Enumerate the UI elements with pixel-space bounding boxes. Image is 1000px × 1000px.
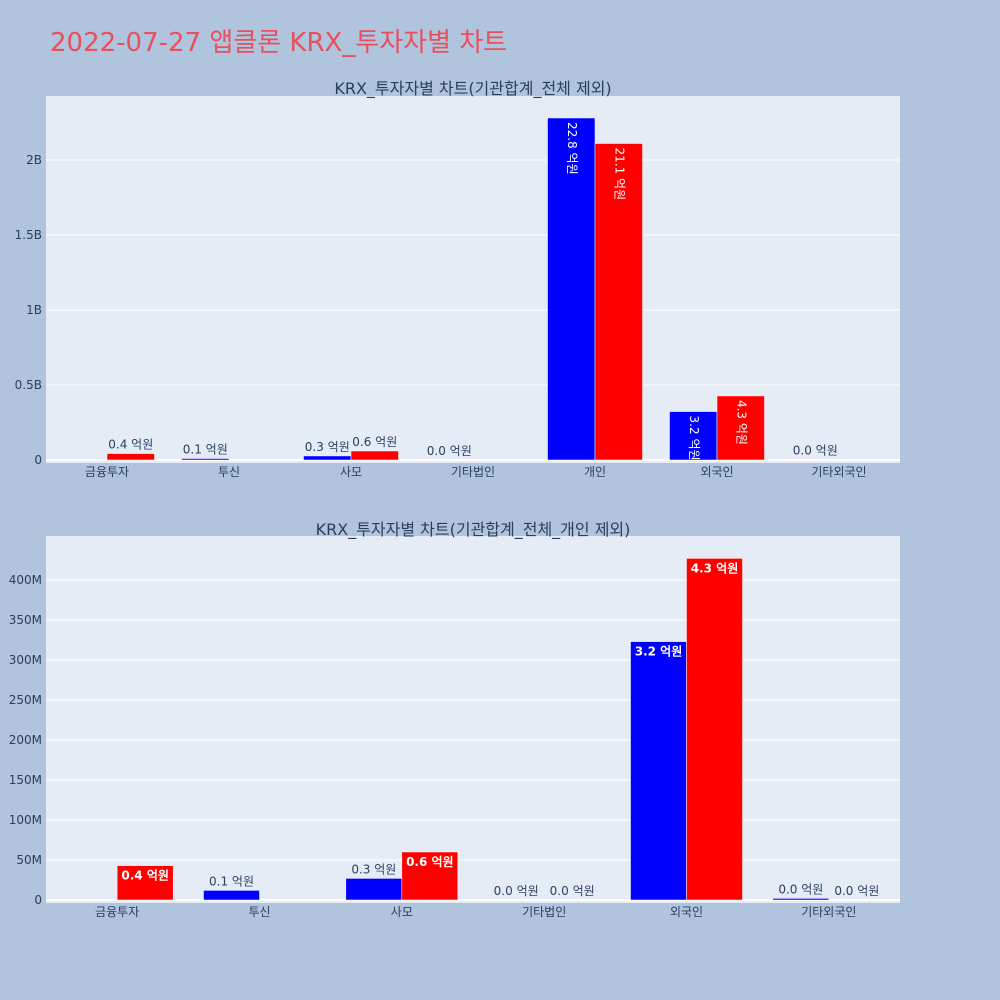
chart-2-x-tick-label: 기타법인 <box>522 905 566 919</box>
chart-1-bar <box>106 453 155 461</box>
chart-2-data-label: 4.3 억원 <box>691 561 739 575</box>
chart-1-data-label: 0.1 억원 <box>183 443 228 457</box>
chart-2-data-label: 0.0 억원 <box>494 884 539 898</box>
chart-2-bar <box>203 890 260 901</box>
chart-1-bar <box>594 143 643 461</box>
chart-1-y-tick-label: 0 <box>34 453 42 467</box>
chart-1-data-label: 0.0 억원 <box>427 444 472 458</box>
chart-1-y-tick-label: 1.5B <box>15 228 42 242</box>
chart-1-x-tick-label: 기타법인 <box>451 465 495 479</box>
chart-2-data-label: 0.1 억원 <box>209 874 254 888</box>
chart-2-y-tick-label: 200M <box>9 733 42 747</box>
chart-1: KRX_투자자별 차트(기관합계_전체 제외) 0 0.5B 1B 1.5B 2B 금융투… <box>15 79 900 479</box>
chart-2-x-tick-label: 투신 <box>248 905 270 919</box>
chart-2-bar <box>630 641 687 901</box>
chart-1-bar <box>350 450 399 461</box>
chart-1-bar <box>547 117 596 461</box>
chart-1-title: KRX_투자자별 차트(기관합계_전체 제외) <box>334 79 611 99</box>
chart-1-data-label: 22.8 억원 <box>565 122 579 175</box>
chart-2-plot-area <box>46 536 900 903</box>
chart-1-x-tick-label: 금융투자 <box>85 465 129 479</box>
chart-2-y-tick-label: 50M <box>16 853 42 867</box>
chart-1-bar <box>181 458 230 461</box>
chart-1-x-tick-label: 외국인 <box>700 465 733 479</box>
chart-2-x-tick-label: 외국인 <box>670 905 703 919</box>
chart-2-bar <box>686 558 743 901</box>
page-title: 2022-07-27 앱클론 KRX_투자자별 차트 <box>50 28 508 58</box>
chart-2: KRX_투자자별 차트(기관합계_전체_개인 제외) 0 50M 100M 150M 2… <box>9 520 900 919</box>
chart-2-bar <box>116 865 174 901</box>
chart-1-data-label: 0.4 억원 <box>108 438 153 452</box>
chart-2-x-tick-label: 금융투자 <box>95 905 139 919</box>
chart-2-x-tick-label: 기타외국인 <box>801 905 856 919</box>
chart-2-title: KRX_투자자별 차트(기관합계_전체_개인 제외) <box>316 520 631 540</box>
chart-1-y-tick-label: 1B <box>26 303 42 317</box>
chart-2-y-tick-label: 300M <box>9 653 42 667</box>
chart-1-x-tick-label: 사모 <box>340 465 362 479</box>
chart-1-data-label: 0.6 억원 <box>352 435 397 449</box>
chart-1-y-tick-label: 0.5B <box>15 378 42 392</box>
chart-2-y-tick-label: 250M <box>9 693 42 707</box>
chart-1-bar <box>669 411 718 461</box>
chart-2-data-label: 3.2 억원 <box>635 645 683 659</box>
chart-2-bar <box>772 898 830 901</box>
chart-2-y-tick-label: 0 <box>34 893 42 907</box>
chart-2-data-label: 0.0 억원 <box>550 884 595 898</box>
chart-2-y-tick-label: 350M <box>9 613 42 627</box>
chart-1-data-label: 4.3 억원 <box>734 400 748 445</box>
chart-2-data-label: 0.0 억원 <box>778 882 823 896</box>
chart-2-bar <box>345 878 403 901</box>
chart-2-data-label: 0.4 억원 <box>121 869 169 883</box>
chart-2-x-tick-label: 사모 <box>391 905 413 919</box>
chart-2-bar <box>401 851 459 901</box>
chart-2-data-label: 0.6 억원 <box>406 855 454 869</box>
chart-1-y-tick-label: 2B <box>26 153 42 167</box>
chart-1-bar <box>716 395 765 461</box>
chart-2-y-tick-label: 400M <box>9 573 42 587</box>
chart-1-x-tick-label: 기타외국인 <box>811 465 866 479</box>
chart-1-plot-area <box>46 96 900 463</box>
chart-2-y-tick-label: 150M <box>9 773 42 787</box>
chart-1-data-label: 0.3 억원 <box>305 440 350 454</box>
chart-2-data-label: 0.3 억원 <box>351 862 396 876</box>
chart-1-x-tick-label: 투신 <box>218 465 240 479</box>
chart-2-y-tick-label: 100M <box>9 813 42 827</box>
chart-1-data-label: 3.2 억원 <box>687 416 701 461</box>
chart-1-data-label: 0.0 억원 <box>793 444 838 458</box>
chart-1-bar <box>303 455 352 461</box>
chart-1-data-label: 21.1 억원 <box>612 148 626 201</box>
chart-2-data-label: 0.0 억원 <box>834 884 879 898</box>
chart-1-x-tick-label: 개인 <box>584 465 606 479</box>
